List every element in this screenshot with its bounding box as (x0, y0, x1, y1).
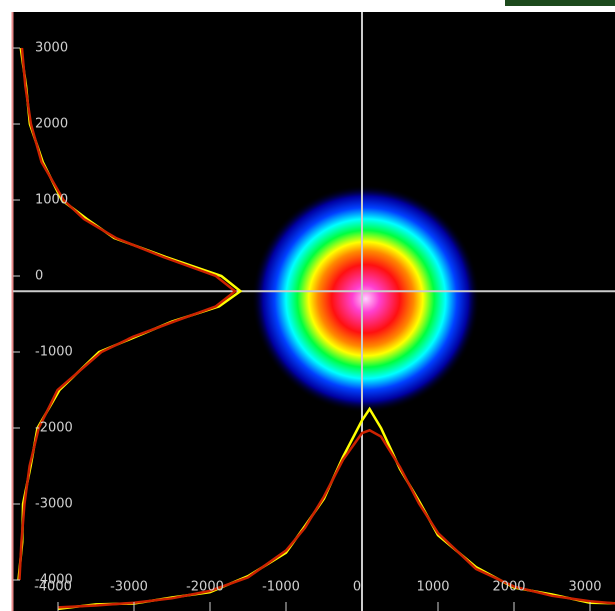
y-tick-label: 0 (35, 269, 43, 284)
y-tick-label: 1000 (35, 193, 68, 208)
x-tick-label: -2000 (186, 580, 224, 595)
beam-profiler: -4000-3000-2000-10000100020003000-4000-3… (0, 0, 615, 611)
page: -4000-3000-2000-10000100020003000-4000-3… (0, 0, 615, 611)
y-tick-label: 2000 (35, 117, 68, 132)
y-tick-label: -2000 (35, 421, 73, 436)
y-tick-label: -1000 (35, 345, 73, 360)
x-tick-label: 2000 (492, 580, 525, 595)
x-tick-label: -1000 (262, 580, 300, 595)
y-tick-label: 3000 (35, 41, 68, 56)
x-tick-label: -3000 (110, 580, 148, 595)
x-tick-label: 1000 (416, 580, 449, 595)
status-indicator (505, 0, 615, 6)
x-tick-label: 0 (353, 580, 361, 595)
x-tick-label: -4000 (34, 580, 72, 595)
y-tick-label: -3000 (35, 496, 73, 511)
x-tick-label: 3000 (568, 580, 601, 595)
beam-spot (252, 185, 480, 413)
